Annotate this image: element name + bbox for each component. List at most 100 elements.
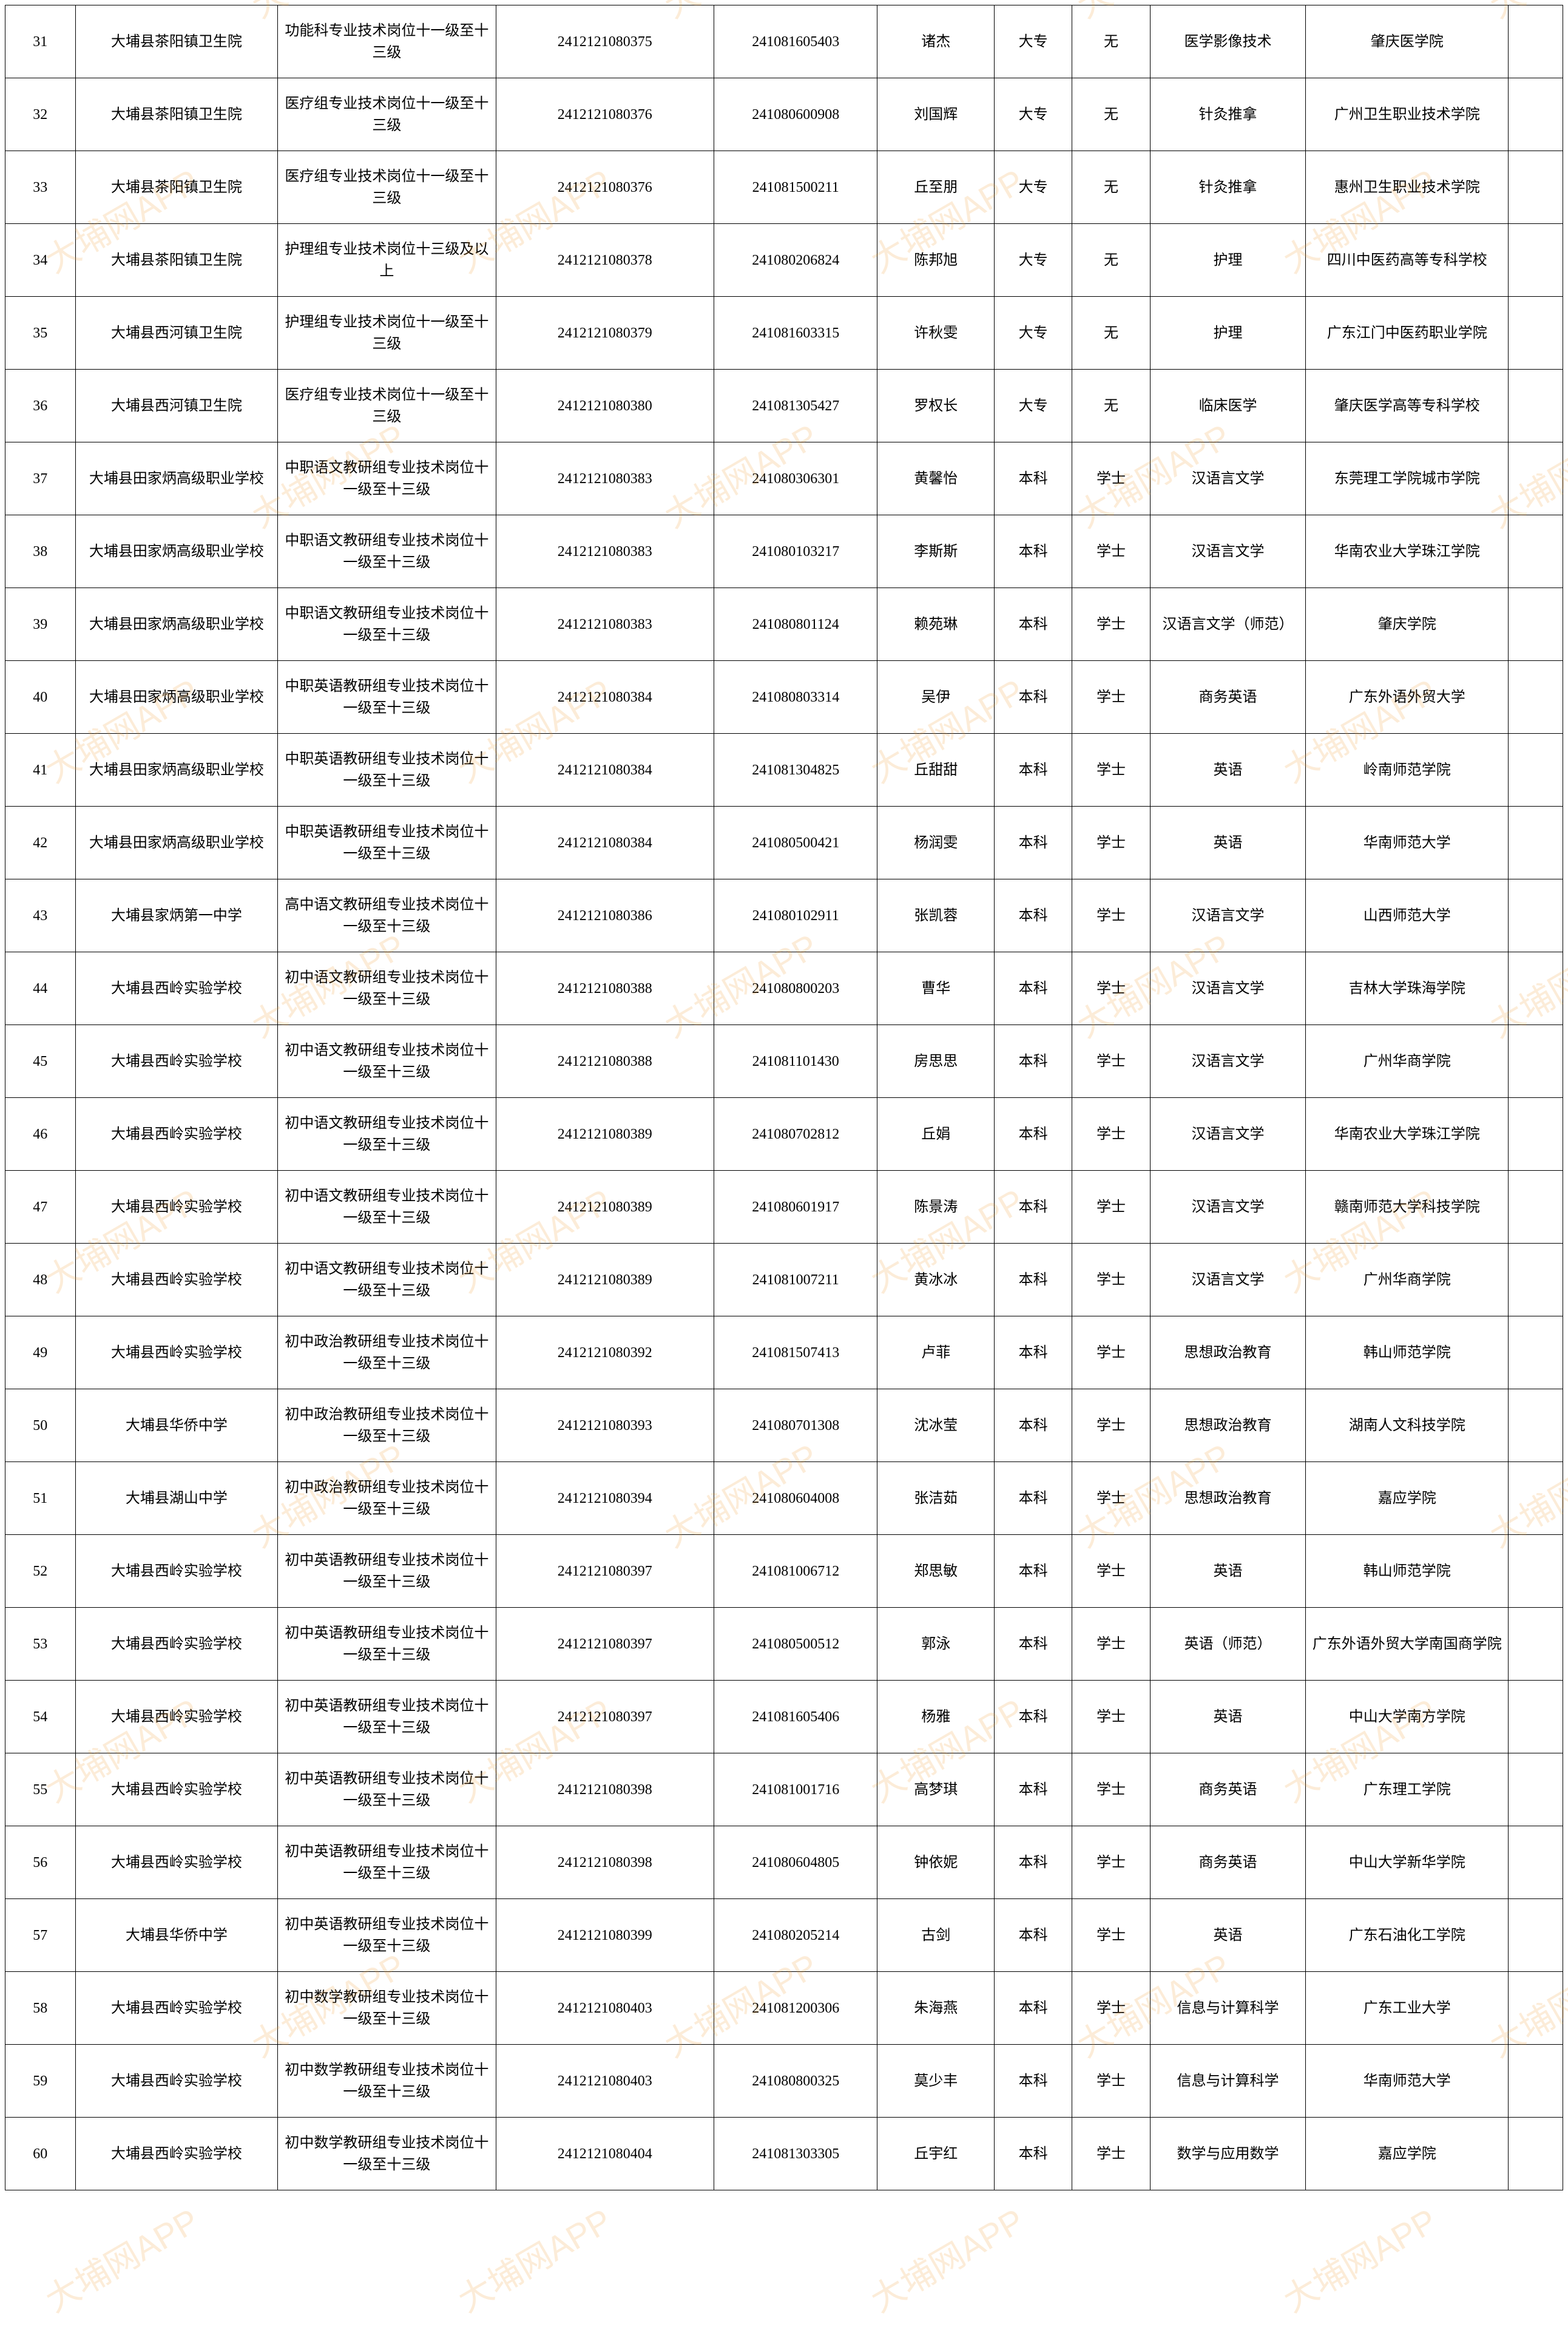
- cell-idx: 44: [5, 952, 76, 1025]
- cell-unit: 大埔县西岭实验学校: [75, 1972, 278, 2045]
- table-row: 60大埔县西岭实验学校初中数学教研组专业技术岗位十一级至十三级241212108…: [5, 2118, 1563, 2190]
- cell-pos: 中职语文教研组专业技术岗位十一级至十三级: [278, 515, 496, 588]
- cell-code1: 2412121080376: [496, 151, 714, 224]
- cell-deg: 学士: [1072, 1244, 1150, 1316]
- cell-deg: 无: [1072, 151, 1150, 224]
- watermark-text: 大埔网APP: [860, 2194, 1032, 2322]
- table-row: 36大埔县西河镇卫生院医疗组专业技术岗位十一级至十三级2412121080380…: [5, 370, 1563, 442]
- cell-code1: 2412121080379: [496, 297, 714, 370]
- cell-pos: 功能科专业技术岗位十一级至十三级: [278, 5, 496, 78]
- cell-sch: 肇庆医学高等专科学校: [1306, 370, 1509, 442]
- cell-name: 曹华: [877, 952, 995, 1025]
- cell-code2: 241080500421: [714, 807, 877, 879]
- cell-deg: 学士: [1072, 1025, 1150, 1098]
- cell-major: 商务英语: [1150, 1826, 1306, 1899]
- cell-name: 罗权长: [877, 370, 995, 442]
- cell-name: 黄馨怡: [877, 442, 995, 515]
- cell-deg: 学士: [1072, 1462, 1150, 1535]
- cell-pos: 护理组专业技术岗位十三级及以上: [278, 224, 496, 297]
- cell-code2: 241080604805: [714, 1826, 877, 1899]
- cell-name: 莫少丰: [877, 2045, 995, 2118]
- cell-code2: 241080604008: [714, 1462, 877, 1535]
- table-row: 46大埔县西岭实验学校初中语文教研组专业技术岗位十一级至十三级241212108…: [5, 1098, 1563, 1171]
- cell-name: 诸杰: [877, 5, 995, 78]
- cell-pos: 初中英语教研组专业技术岗位十一级至十三级: [278, 1899, 496, 1972]
- cell-edu: 本科: [995, 952, 1072, 1025]
- cell-idx: 59: [5, 2045, 76, 2118]
- cell-code1: 2412121080399: [496, 1899, 714, 1972]
- cell-deg: 无: [1072, 5, 1150, 78]
- cell-idx: 60: [5, 2118, 76, 2190]
- cell-code1: 2412121080380: [496, 370, 714, 442]
- cell-code1: 2412121080397: [496, 1535, 714, 1608]
- cell-code2: 241080102911: [714, 879, 877, 952]
- cell-deg: 学士: [1072, 1098, 1150, 1171]
- cell-idx: 43: [5, 879, 76, 952]
- cell-edu: 本科: [995, 1462, 1072, 1535]
- cell-code2: 241080800203: [714, 952, 877, 1025]
- cell-ext: [1509, 1389, 1563, 1462]
- table-row: 42大埔县田家炳高级职业学校中职英语教研组专业技术岗位十一级至十三级241212…: [5, 807, 1563, 879]
- cell-edu: 本科: [995, 1608, 1072, 1681]
- cell-idx: 49: [5, 1316, 76, 1389]
- cell-code2: 241081200306: [714, 1972, 877, 2045]
- cell-unit: 大埔县华侨中学: [75, 1899, 278, 1972]
- cell-unit: 大埔县田家炳高级职业学校: [75, 515, 278, 588]
- cell-idx: 45: [5, 1025, 76, 1098]
- cell-deg: 学士: [1072, 1753, 1150, 1826]
- cell-code1: 2412121080397: [496, 1681, 714, 1753]
- cell-sch: 湖南人文科技学院: [1306, 1389, 1509, 1462]
- cell-pos: 初中语文教研组专业技术岗位十一级至十三级: [278, 1171, 496, 1244]
- table-row: 50大埔县华侨中学初中政治教研组专业技术岗位十一级至十三级24121210803…: [5, 1389, 1563, 1462]
- cell-major: 英语: [1150, 1535, 1306, 1608]
- cell-edu: 本科: [995, 442, 1072, 515]
- cell-major: 护理: [1150, 224, 1306, 297]
- cell-edu: 本科: [995, 879, 1072, 952]
- cell-unit: 大埔县茶阳镇卫生院: [75, 151, 278, 224]
- table-row: 59大埔县西岭实验学校初中数学教研组专业技术岗位十一级至十三级241212108…: [5, 2045, 1563, 2118]
- cell-ext: [1509, 879, 1563, 952]
- cell-name: 杨润雯: [877, 807, 995, 879]
- cell-deg: 学士: [1072, 1972, 1150, 2045]
- cell-sch: 四川中医药高等专科学校: [1306, 224, 1509, 297]
- table-row: 45大埔县西岭实验学校初中语文教研组专业技术岗位十一级至十三级241212108…: [5, 1025, 1563, 1098]
- cell-code1: 2412121080378: [496, 224, 714, 297]
- cell-ext: [1509, 807, 1563, 879]
- cell-pos: 初中语文教研组专业技术岗位十一级至十三级: [278, 1025, 496, 1098]
- cell-code1: 2412121080388: [496, 1025, 714, 1098]
- cell-idx: 46: [5, 1098, 76, 1171]
- cell-unit: 大埔县华侨中学: [75, 1389, 278, 1462]
- cell-sch: 肇庆学院: [1306, 588, 1509, 661]
- cell-deg: 学士: [1072, 1826, 1150, 1899]
- cell-idx: 47: [5, 1171, 76, 1244]
- cell-idx: 37: [5, 442, 76, 515]
- cell-major: 临床医学: [1150, 370, 1306, 442]
- cell-ext: [1509, 734, 1563, 807]
- watermark-text: 大埔网APP: [1273, 2194, 1445, 2322]
- cell-pos: 护理组专业技术岗位十一级至十三级: [278, 297, 496, 370]
- cell-idx: 55: [5, 1753, 76, 1826]
- cell-code1: 2412121080384: [496, 734, 714, 807]
- cell-code1: 2412121080393: [496, 1389, 714, 1462]
- cell-idx: 38: [5, 515, 76, 588]
- watermark-text: 大埔网APP: [448, 2194, 620, 2322]
- cell-sch: 广东石油化工学院: [1306, 1899, 1509, 1972]
- cell-name: 房思思: [877, 1025, 995, 1098]
- cell-name: 吴伊: [877, 661, 995, 734]
- cell-pos: 医疗组专业技术岗位十一级至十三级: [278, 151, 496, 224]
- cell-sch: 广东工业大学: [1306, 1972, 1509, 2045]
- cell-code1: 2412121080375: [496, 5, 714, 78]
- cell-code1: 2412121080384: [496, 807, 714, 879]
- cell-name: 陈景涛: [877, 1171, 995, 1244]
- cell-code2: 241080206824: [714, 224, 877, 297]
- cell-major: 医学影像技术: [1150, 5, 1306, 78]
- cell-unit: 大埔县西河镇卫生院: [75, 297, 278, 370]
- cell-sch: 广东江门中医药职业学院: [1306, 297, 1509, 370]
- cell-deg: 无: [1072, 78, 1150, 151]
- cell-unit: 大埔县西岭实验学校: [75, 1025, 278, 1098]
- cell-sch: 华南师范大学: [1306, 2045, 1509, 2118]
- cell-name: 赖苑琳: [877, 588, 995, 661]
- cell-unit: 大埔县田家炳高级职业学校: [75, 734, 278, 807]
- cell-unit: 大埔县西岭实验学校: [75, 1244, 278, 1316]
- cell-unit: 大埔县西岭实验学校: [75, 2045, 278, 2118]
